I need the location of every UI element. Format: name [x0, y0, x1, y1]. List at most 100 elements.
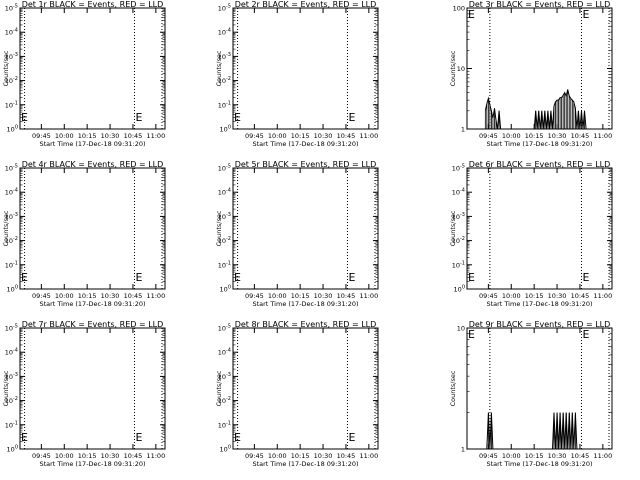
x-tick-label: 10:30	[548, 452, 567, 460]
x-tick-label: 11:00	[593, 292, 612, 300]
y-tick-label: 10-3	[5, 212, 18, 221]
plot-frame	[232, 327, 379, 450]
y-tick-label: 10-2	[5, 76, 18, 85]
x-tick-label: 10:00	[502, 452, 521, 460]
y-tick-label: 10-3	[452, 212, 465, 221]
x-tick-label: 11:00	[146, 132, 165, 140]
x-tick-label: 09:45	[32, 292, 51, 300]
event-marker-label: E	[21, 271, 28, 284]
panel-det-9: Det 9r BLACK = Events, RED = LLD 1 10 09:45…	[449, 320, 613, 468]
plot-frame	[232, 7, 379, 130]
x-tick-label: 09:45	[32, 452, 51, 460]
x-tick-label: 10:45	[337, 292, 356, 300]
panel-title: Det 3r BLACK = Events, RED = LLD	[469, 0, 611, 9]
y-tick-label: 10-3	[5, 52, 18, 61]
y-tick-label: 1	[461, 126, 465, 134]
y-tick-label: 100	[453, 5, 465, 13]
y-tick-label: 10-3	[5, 372, 18, 381]
x-tick-label: 10:15	[291, 292, 310, 300]
y-tick-label: 10-1	[5, 260, 18, 269]
y-tick-label: 10	[457, 325, 465, 333]
panel-title: Det 2r BLACK = Events, RED = LLD	[235, 0, 377, 9]
panel-title: Det 5r BLACK = Events, RED = LLD	[235, 160, 377, 169]
panel-det-7: Det 7r BLACK = Events, RED = LLD 100 10-1 1…	[2, 320, 166, 468]
x-axis-label: Start Time (17-Dec-18 09:31:20)	[39, 460, 145, 468]
x-tick-label: 10:45	[571, 452, 590, 460]
y-tick-label: 100	[7, 445, 18, 454]
plot-frame	[19, 167, 166, 290]
x-tick-label: 10:00	[268, 452, 287, 460]
y-axis-label: Counts/sec	[2, 210, 10, 246]
x-tick-label: 10:00	[55, 292, 74, 300]
panel-det-1: Det 1r BLACK = Events, RED = LLD 100 10-1 1…	[2, 0, 166, 148]
x-tick-label: 10:15	[525, 452, 544, 460]
x-tick-label: 11:00	[359, 292, 378, 300]
x-axis-label: Start Time (17-Dec-18 09:31:20)	[486, 460, 592, 468]
y-axis-label: Counts/sec	[215, 50, 223, 86]
event-marker-label: E	[582, 271, 589, 284]
panel-title: Det 6r BLACK = Events, RED = LLD	[469, 160, 611, 169]
x-tick-label: 10:30	[101, 292, 120, 300]
y-tick-label: 10-2	[218, 236, 231, 245]
x-tick-label: 10:15	[291, 452, 310, 460]
x-tick-label: 10:15	[78, 132, 97, 140]
event-marker-label: E	[21, 111, 28, 124]
x-tick-label: 10:15	[291, 132, 310, 140]
y-tick-label: 100	[7, 285, 18, 294]
event-marker-label: E	[582, 328, 589, 341]
y-tick-label: 10-2	[5, 236, 18, 245]
event-marker-label: E	[135, 111, 142, 124]
x-tick-label: 10:30	[314, 452, 333, 460]
event-marker-label: E	[234, 111, 241, 124]
x-tick-label: 11:00	[146, 452, 165, 460]
x-tick-label: 10:45	[337, 452, 356, 460]
x-tick-label: 10:30	[101, 452, 120, 460]
event-marker-label: E	[21, 431, 28, 444]
y-tick-label: 100	[454, 285, 465, 294]
x-tick-label: 10:45	[571, 292, 590, 300]
events-series-line	[486, 412, 578, 450]
x-tick-label: 09:45	[245, 132, 264, 140]
y-tick-label: 10-2	[5, 396, 18, 405]
x-tick-label: 10:00	[502, 292, 521, 300]
x-tick-label: 10:45	[337, 132, 356, 140]
y-axis-label: Counts/sec	[449, 370, 457, 406]
event-marker-label: E	[348, 271, 355, 284]
plot-frame	[19, 327, 166, 450]
x-tick-label: 11:00	[359, 452, 378, 460]
y-tick-label: 10-1	[218, 260, 231, 269]
y-tick-label: 100	[220, 445, 231, 454]
x-tick-label: 10:15	[78, 292, 97, 300]
plot-frame	[232, 167, 379, 290]
y-tick-label: 10-4	[5, 348, 18, 357]
y-tick-label: 10-1	[218, 100, 231, 109]
y-tick-label: 10-5	[5, 164, 18, 173]
x-tick-label: 10:45	[124, 452, 143, 460]
x-tick-label: 09:45	[32, 132, 51, 140]
x-tick-label: 10:00	[268, 132, 287, 140]
y-axis-label: Counts/sec	[2, 370, 10, 406]
y-tick-label: 10-1	[452, 260, 465, 269]
event-marker-label: E	[135, 431, 142, 444]
x-axis-label: Start Time (17-Dec-18 09:31:20)	[252, 460, 358, 468]
y-tick-label: 10-4	[452, 188, 465, 197]
x-tick-label: 10:00	[55, 132, 74, 140]
y-tick-label: 10-5	[5, 4, 18, 13]
y-tick-label: 10-5	[5, 324, 18, 333]
y-tick-label: 1	[461, 446, 465, 454]
event-marker-label: E	[135, 271, 142, 284]
event-marker-label: E	[348, 431, 355, 444]
x-tick-label: 10:30	[548, 132, 567, 140]
x-tick-label: 11:00	[593, 452, 612, 460]
y-tick-label: 10	[457, 65, 465, 73]
x-tick-label: 10:30	[314, 132, 333, 140]
event-marker-label: E	[234, 271, 241, 284]
y-tick-label: 10-3	[218, 52, 231, 61]
x-tick-label: 10:45	[124, 292, 143, 300]
event-marker-label: E	[468, 8, 475, 21]
y-tick-label: 10-3	[218, 372, 231, 381]
panel-det-5: Det 5r BLACK = Events, RED = LLD 100 10-1 1…	[215, 160, 379, 308]
y-tick-label: 10-2	[218, 76, 231, 85]
